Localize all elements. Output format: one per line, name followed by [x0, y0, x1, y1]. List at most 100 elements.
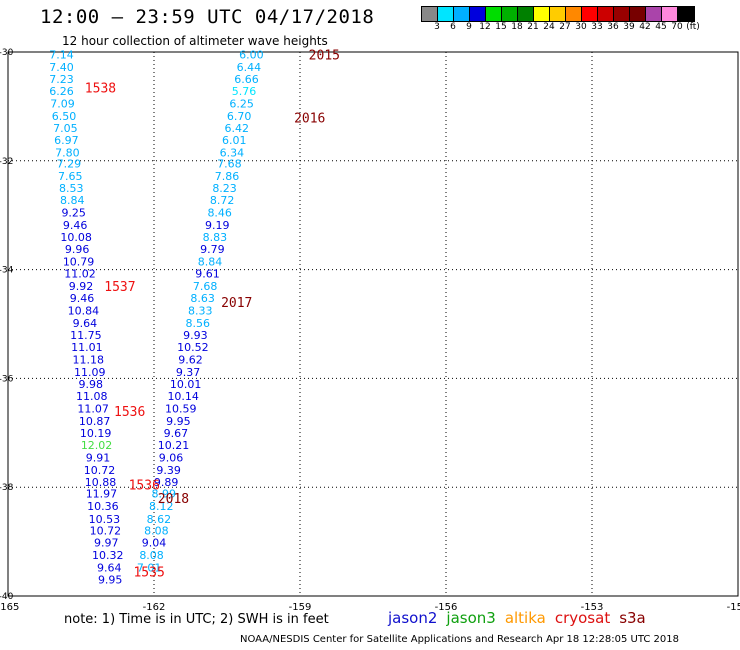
wave-height-label: 11.75	[70, 329, 102, 342]
wave-height-label: 11.09	[74, 366, 106, 379]
legend-entry-altika: altika	[504, 609, 546, 627]
wave-height-label: 8.72	[210, 194, 235, 207]
wave-height-label: 11.07	[77, 402, 109, 415]
wave-height-label: 5.76	[232, 85, 257, 98]
wave-height-label: 10.01	[170, 378, 202, 391]
wave-height-label: 8.46	[207, 206, 232, 219]
wave-height-label: 7.65	[58, 170, 83, 183]
wave-height-label: 6.34	[220, 147, 245, 160]
wave-height-label: 8.23	[212, 182, 237, 195]
color-scale-label: 36	[607, 22, 619, 32]
wave-height-label: 11.97	[86, 488, 118, 501]
wave-height-label: 8.84	[60, 194, 85, 207]
wave-height-label: 10.19	[80, 427, 112, 440]
wave-height-label: 8.83	[203, 231, 228, 244]
wave-height-label: 10.52	[177, 341, 209, 354]
color-swatch	[550, 7, 566, 21]
color-scale-label: 27	[559, 22, 571, 32]
color-scale-label: 3	[434, 22, 440, 32]
color-swatch	[646, 7, 662, 21]
wave-height-label: 10.79	[63, 255, 95, 268]
color-scale-label: 9	[466, 22, 472, 32]
color-swatch	[566, 7, 582, 21]
x-tick-label: -150	[727, 602, 740, 613]
color-swatch	[630, 7, 646, 21]
wave-height-label: 10.53	[89, 513, 121, 526]
wave-height-label: 8.84	[198, 255, 223, 268]
wave-height-label: 9.93	[183, 329, 208, 342]
wave-height-label: 9.89	[154, 476, 179, 489]
color-scale-label: 70	[671, 22, 683, 32]
wave-height-label: 9.92	[69, 280, 94, 293]
wave-height-label: 8.08	[144, 525, 169, 538]
wave-height-label: 6.26	[49, 85, 74, 98]
x-tick-label: -165	[0, 602, 19, 613]
wave-height-label: 10.21	[158, 439, 190, 452]
color-swatch	[662, 7, 678, 21]
color-swatch	[470, 7, 486, 21]
legend-entry-s3a: s3a	[619, 609, 646, 627]
legend-entry-jason2: jason2	[388, 609, 438, 627]
wave-height-label: 6.01	[222, 134, 247, 147]
wave-height-label: 9.98	[78, 378, 103, 391]
wave-height-label: 6.42	[224, 122, 249, 135]
y-tick-label: -34	[0, 266, 14, 276]
wave-height-label: 9.19	[205, 219, 230, 232]
color-scale-label: 39	[623, 22, 635, 32]
color-swatch	[518, 7, 534, 21]
color-swatch	[502, 7, 518, 21]
wave-height-label: 9.39	[156, 464, 181, 477]
page-title: 12:00 – 23:59 UTC 04/17/2018	[40, 6, 375, 28]
wave-height-label: 10.72	[90, 525, 122, 538]
wave-height-label: 7.01	[137, 562, 162, 575]
satellite-legend: jason2 jason3 altika cryosat s3a	[388, 609, 655, 627]
x-tick-label: -156	[435, 602, 458, 613]
plot-frame	[7, 51, 739, 597]
wave-height-label: 7.86	[215, 170, 240, 183]
wave-height-label: 8.08	[139, 549, 164, 562]
wave-height-label: 10.14	[167, 390, 199, 403]
color-scale-label: 24	[543, 22, 555, 32]
color-scale-label: 30	[575, 22, 587, 32]
wave-height-label: 9.95	[166, 415, 191, 428]
color-scale-label: 21	[527, 22, 539, 32]
wave-height-label: 10.32	[92, 549, 124, 562]
color-scale-label: 6	[450, 22, 456, 32]
wave-height-label: 10.88	[85, 476, 117, 489]
wave-height-label: 9.04	[142, 537, 167, 550]
wave-height-label: 10.36	[87, 500, 119, 513]
y-tick-label: -40	[0, 592, 14, 602]
wave-height-label: 9.79	[200, 243, 225, 256]
color-scale-label: 12	[479, 22, 491, 32]
wave-height-label: 8.33	[188, 304, 213, 317]
wave-height-label: 7.80	[55, 147, 80, 160]
x-tick-label: -153	[581, 602, 604, 613]
legend-entry-jason3: jason3	[446, 609, 496, 627]
time-annotation: 1537	[104, 280, 135, 295]
wave-height-label: 7.68	[217, 158, 242, 171]
wave-height-label: 9.67	[164, 427, 189, 440]
color-swatch	[454, 7, 470, 21]
wave-height-label: 9.46	[63, 219, 88, 232]
wave-height-label: 9.64	[97, 562, 122, 575]
wave-height-label: 6.25	[229, 98, 254, 111]
wave-height-label: 7.09	[50, 98, 75, 111]
y-tick-label: -36	[0, 374, 14, 384]
time-annotation: 1536	[129, 478, 160, 493]
wave-height-label: 8.62	[147, 513, 172, 526]
color-scale-label: 45	[655, 22, 667, 32]
wave-height-label: 8.99	[151, 488, 176, 501]
legend-entry-cryosat: cryosat	[554, 609, 611, 627]
wave-height-label: 6.66	[234, 73, 259, 86]
color-swatch	[614, 7, 630, 21]
color-swatch	[582, 7, 598, 21]
footer-credit: NOAA/NESDIS Center for Satellite Applica…	[240, 634, 679, 645]
wave-height-label: 11.18	[73, 353, 105, 366]
wave-height-label: 9.95	[98, 574, 123, 587]
wave-height-label: 6.44	[237, 61, 262, 74]
time-annotation: 1538	[85, 81, 116, 96]
page-subtitle: 12 hour collection of altimeter wave hei…	[62, 34, 328, 48]
wave-height-label: 6.00	[239, 49, 264, 62]
wave-height-label: 8.63	[190, 292, 215, 305]
